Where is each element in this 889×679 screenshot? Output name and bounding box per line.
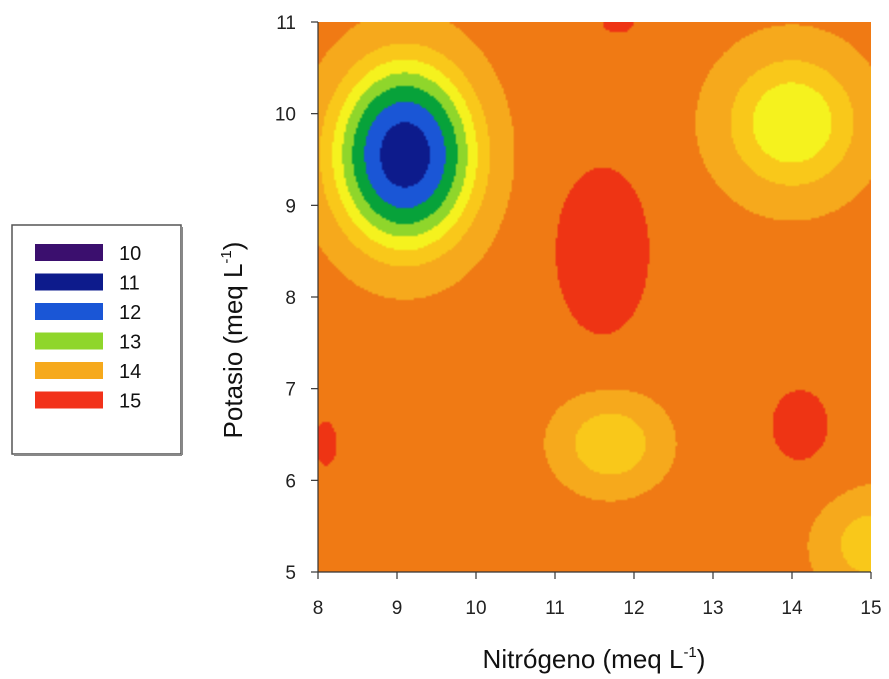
legend-swatch bbox=[35, 303, 103, 320]
x-axis-label-main: Nitrógeno (meq L bbox=[483, 644, 684, 674]
legend-swatch bbox=[35, 362, 103, 379]
contour-surface-image bbox=[318, 22, 871, 572]
x-axis-label: Nitrógeno (meq L-1) bbox=[483, 644, 706, 674]
legend-label: 15 bbox=[119, 391, 141, 413]
x-tick-label: 13 bbox=[702, 598, 723, 619]
x-tick-label: 10 bbox=[465, 598, 486, 619]
y-tick-label: 8 bbox=[285, 288, 296, 309]
x-tick-label: 14 bbox=[781, 598, 803, 619]
x-tick-label: 11 bbox=[545, 598, 565, 619]
y-axis-label-close: ) bbox=[218, 242, 248, 251]
legend-swatch bbox=[35, 273, 103, 291]
y-tick-label: 5 bbox=[285, 563, 296, 584]
y-axis-label-main: Potasio (meq L bbox=[218, 264, 248, 439]
y-tick-label: 11 bbox=[276, 13, 296, 34]
x-tick-label: 9 bbox=[392, 598, 403, 619]
y-axis-label: Potasio (meq L-1) bbox=[218, 242, 248, 439]
y-tick-label: 7 bbox=[285, 380, 296, 401]
legend-label: 13 bbox=[119, 332, 141, 354]
x-axis: 8 9 10 11 12 13 14 15 bbox=[313, 571, 882, 619]
y-tick-label: 10 bbox=[275, 105, 296, 126]
y-tick-label: 9 bbox=[285, 196, 296, 217]
x-tick-label: 15 bbox=[860, 598, 881, 619]
legend-label: 12 bbox=[119, 302, 141, 324]
legend-swatch bbox=[35, 244, 103, 261]
legend-label: 10 bbox=[119, 243, 141, 265]
legend-swatch bbox=[35, 332, 103, 350]
legend-label: 14 bbox=[119, 361, 141, 383]
contour-surface bbox=[318, 22, 871, 572]
legend-label: 11 bbox=[119, 273, 140, 295]
legend-swatch bbox=[35, 391, 103, 409]
x-axis-label-close: ) bbox=[697, 644, 706, 674]
x-tick-label: 12 bbox=[623, 598, 644, 619]
x-axis-label-sup: -1 bbox=[683, 644, 696, 661]
y-axis: 5 6 7 8 9 10 11 bbox=[275, 13, 319, 584]
x-tick-label: 8 bbox=[313, 598, 324, 619]
y-tick-label: 6 bbox=[285, 471, 296, 492]
legend: 10 11 12 13 14 15 bbox=[11, 224, 183, 456]
y-axis-label-sup: -1 bbox=[218, 250, 235, 263]
